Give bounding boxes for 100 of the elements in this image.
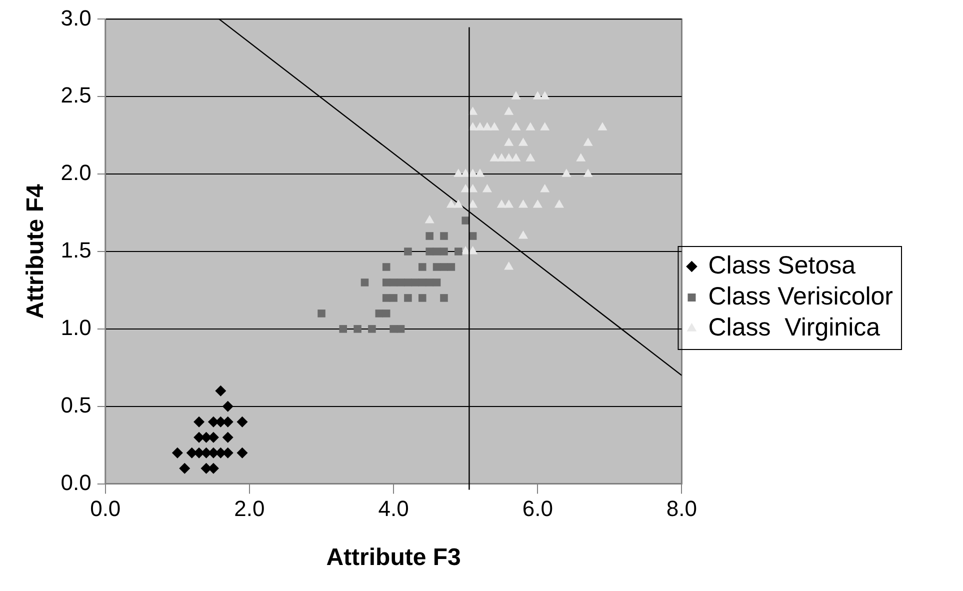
point	[390, 325, 398, 333]
point	[496, 153, 506, 162]
point	[468, 106, 478, 115]
y-tick-label: 1.5	[60, 238, 92, 263]
point	[540, 91, 550, 100]
point	[440, 232, 448, 240]
point	[504, 261, 514, 270]
point	[382, 263, 390, 271]
point	[583, 168, 593, 177]
x-tick-label: 0.0	[90, 496, 121, 522]
x-tick-label: 6.0	[522, 496, 553, 522]
point	[460, 168, 470, 177]
point	[468, 200, 478, 208]
y-tick-label: 3.0	[60, 5, 92, 30]
y-tick-label: 2.0	[60, 160, 92, 186]
point	[375, 310, 384, 318]
point	[172, 447, 183, 458]
point	[418, 294, 426, 302]
point	[496, 200, 506, 208]
x-tick-label: 8.0	[666, 496, 698, 522]
point	[540, 184, 550, 192]
legend-label: Class Virginica	[708, 313, 880, 342]
point	[396, 278, 405, 286]
point	[598, 122, 608, 130]
point	[468, 184, 478, 192]
point	[368, 325, 376, 333]
point	[194, 416, 205, 428]
point	[562, 168, 572, 177]
point	[382, 278, 390, 286]
y-tick-label: 0.5	[60, 392, 92, 418]
point	[460, 184, 470, 192]
point	[475, 122, 485, 130]
point	[360, 278, 369, 286]
point	[482, 122, 492, 130]
point	[354, 325, 362, 333]
point	[511, 122, 521, 130]
point	[411, 278, 420, 286]
point	[396, 325, 405, 333]
y-tick-label: 1.0	[60, 314, 92, 340]
legend-label: Class Verisicolor	[708, 282, 894, 310]
point	[440, 248, 448, 256]
x-axis-title: Attribute F3	[326, 544, 461, 572]
point	[468, 246, 478, 254]
point	[236, 416, 248, 428]
point	[426, 248, 434, 256]
point	[318, 310, 326, 318]
point	[454, 200, 464, 208]
point	[424, 215, 434, 224]
point	[454, 168, 464, 177]
point	[532, 200, 542, 208]
point	[482, 184, 492, 192]
point	[490, 122, 500, 130]
point	[339, 325, 348, 333]
point	[404, 294, 412, 302]
point	[432, 278, 441, 286]
point	[382, 294, 390, 302]
point	[447, 263, 456, 271]
point	[454, 248, 462, 256]
point	[554, 200, 564, 208]
point	[222, 400, 234, 412]
point	[440, 263, 448, 271]
legend-label: Class Setosa	[708, 251, 856, 280]
point	[504, 138, 514, 146]
point	[426, 278, 434, 286]
point	[418, 263, 426, 271]
point	[518, 200, 528, 208]
point	[518, 138, 528, 146]
point	[382, 310, 390, 318]
point	[222, 432, 234, 443]
point	[404, 278, 412, 286]
point	[504, 200, 514, 208]
point	[540, 122, 550, 130]
y-tick-label: 0.0	[60, 470, 92, 495]
point	[418, 278, 426, 286]
point	[511, 91, 521, 100]
x-tick-label: 4.0	[378, 496, 409, 522]
point	[526, 153, 536, 162]
y-axis-title: Attribute F4	[22, 184, 50, 319]
point	[518, 230, 528, 239]
point	[490, 153, 500, 162]
point	[432, 263, 441, 271]
point	[432, 248, 441, 256]
point	[440, 294, 448, 302]
point	[504, 153, 514, 162]
point	[504, 106, 514, 115]
point	[426, 232, 434, 240]
point	[215, 385, 226, 396]
point	[475, 168, 485, 177]
point	[390, 278, 398, 286]
point	[236, 447, 248, 458]
point	[446, 200, 456, 208]
point	[583, 138, 593, 146]
point	[390, 294, 398, 302]
point	[576, 153, 586, 162]
y-tick-label: 2.5	[60, 82, 92, 108]
point	[532, 91, 542, 100]
x-tick-label: 2.0	[234, 496, 265, 522]
point	[511, 153, 521, 162]
point	[404, 248, 412, 256]
point	[526, 122, 536, 130]
